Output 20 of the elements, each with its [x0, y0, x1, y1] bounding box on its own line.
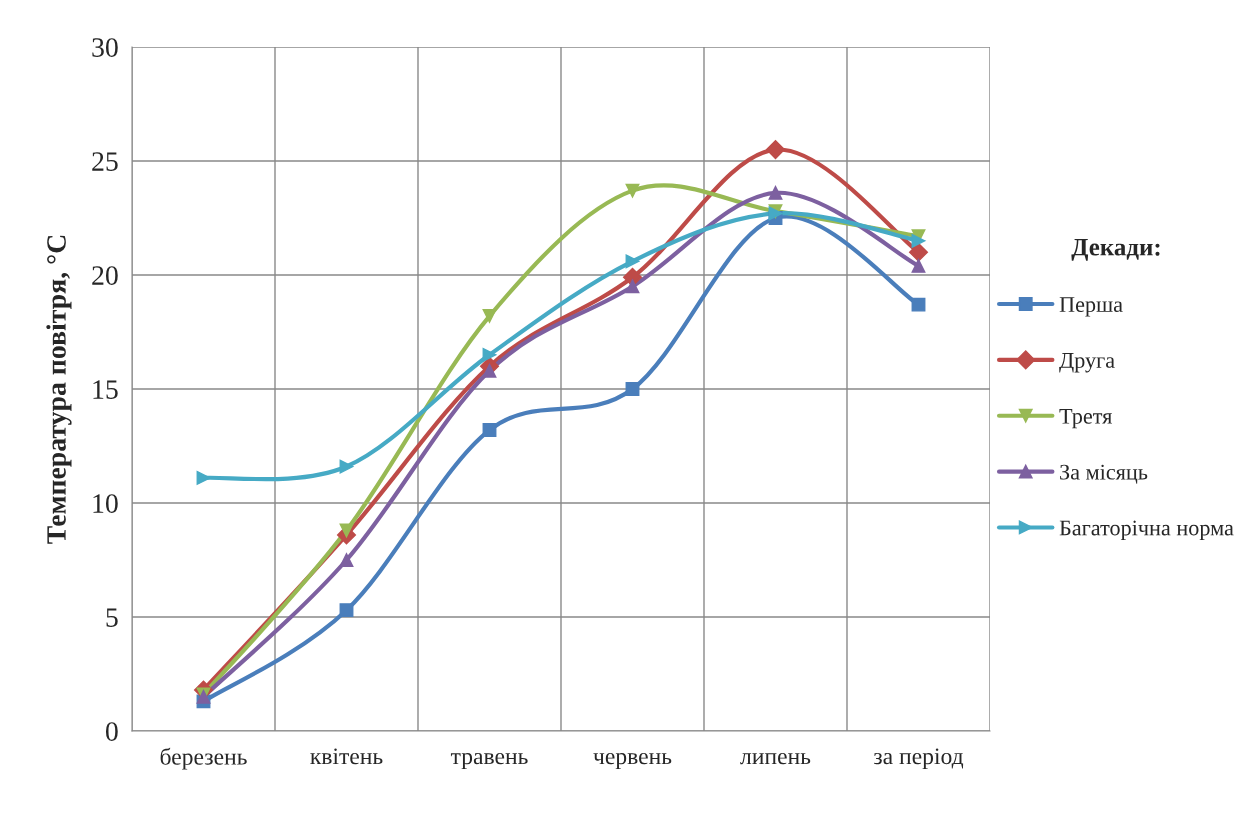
x-tick-label: липень: [740, 752, 811, 765]
legend-label: Друга: [1059, 353, 1115, 373]
legend-title: Декади:: [1071, 238, 1160, 261]
y-tick-label: 5: [106, 608, 118, 627]
legend-label: За місяць: [1060, 464, 1148, 484]
x-tick-label: за період: [874, 748, 964, 770]
x-tick-label: травень: [450, 752, 528, 770]
y-axis-title: Температура повітря, °C: [46, 235, 72, 544]
y-tick-label: 10: [93, 494, 118, 513]
legend-label: Багаторічна норма: [1059, 520, 1234, 540]
y-tick-label: 20: [92, 266, 118, 285]
y-tick-label: 25: [92, 152, 118, 171]
y-tick-label: 15: [93, 380, 118, 399]
x-tick-label: березень: [160, 747, 247, 770]
x-tick-label: квітень: [310, 748, 383, 765]
legend-label: Третя: [1059, 409, 1112, 429]
legend-label: Перша: [1059, 297, 1123, 317]
y-tick-label: 30: [92, 38, 118, 57]
y-tick-label: 0: [105, 722, 118, 741]
x-tick-label: червень: [593, 752, 672, 770]
